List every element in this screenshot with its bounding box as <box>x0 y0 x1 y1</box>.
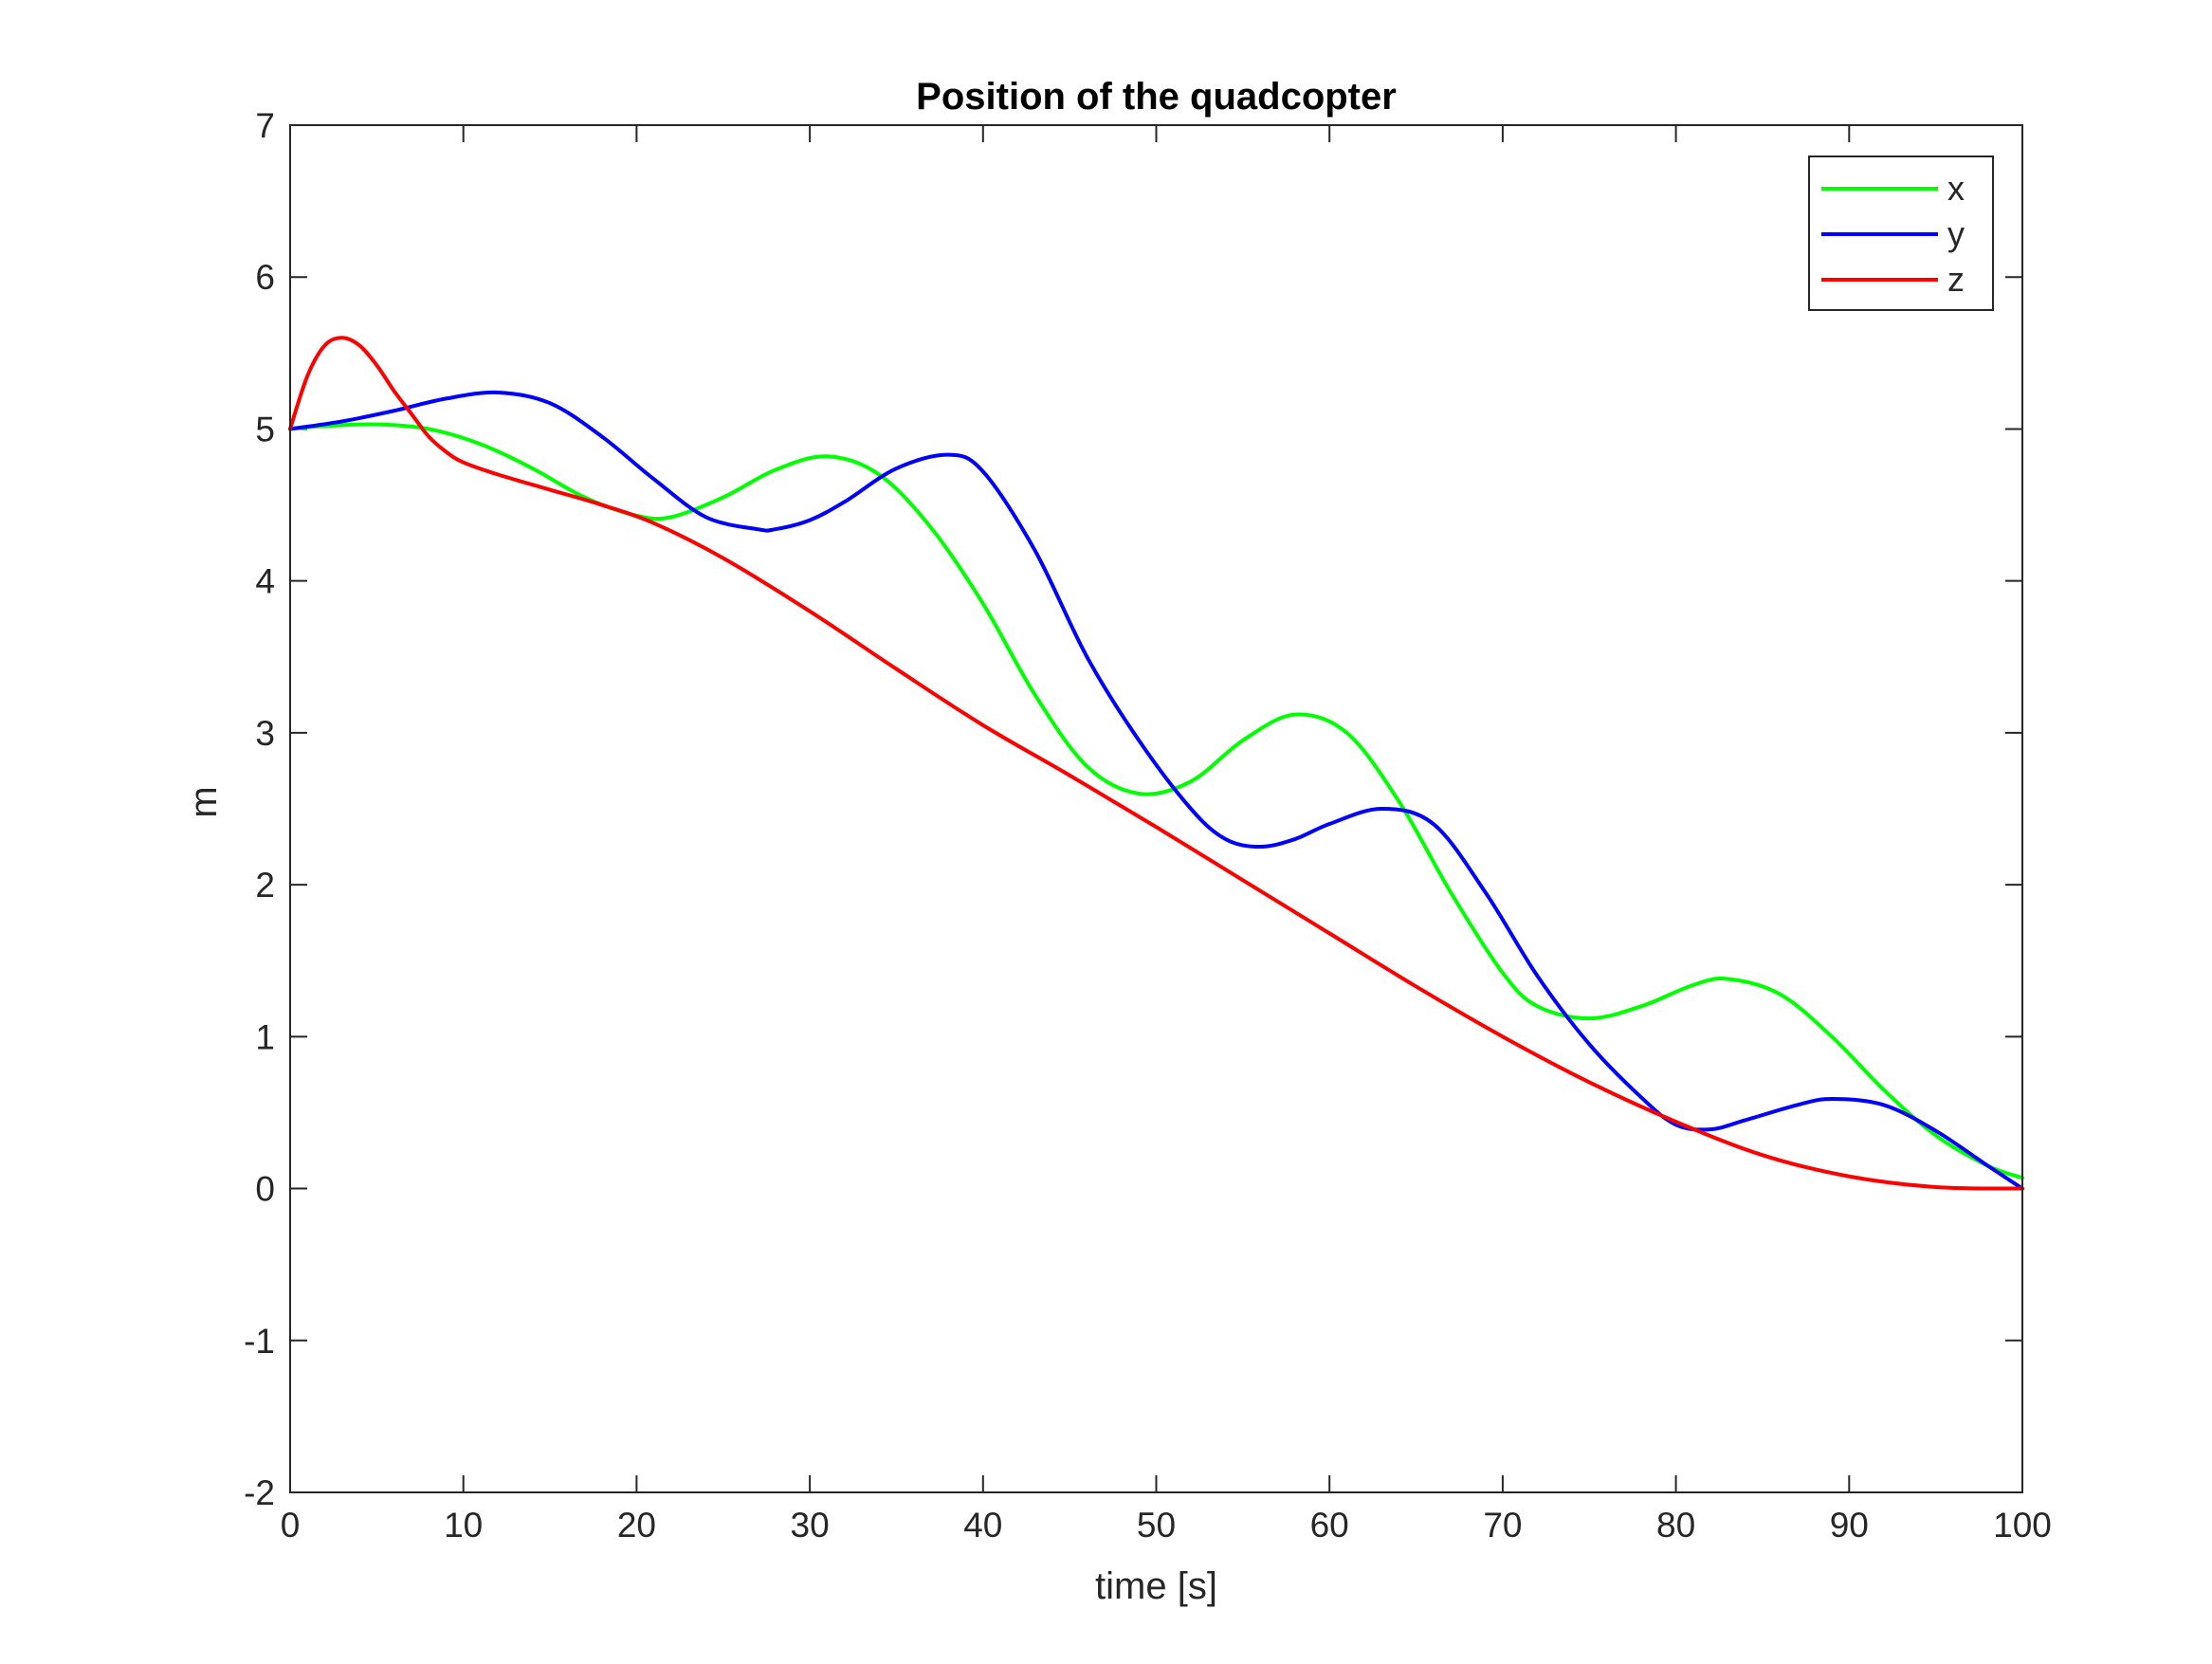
y-tick-label: -2 <box>244 1473 275 1512</box>
y-tick-label: 0 <box>255 1170 275 1209</box>
x-tick-label: 100 <box>1993 1506 2052 1545</box>
x-tick-label: 40 <box>963 1506 1002 1545</box>
legend-label-z: z <box>1947 260 1965 299</box>
y-tick-label: 4 <box>255 562 275 601</box>
series-line-z <box>288 336 2024 1191</box>
legend-label-x: x <box>1947 169 1965 208</box>
y-tick-label: -1 <box>244 1322 275 1361</box>
y-axis-label: m <box>183 786 225 817</box>
tick-labels: 0 10 20 30 40 50 60 70 80 90 100 -2 -1 0 1 2 3 4 5 6 7 <box>244 106 2052 1545</box>
axes-box <box>289 124 2023 1493</box>
series-line-y <box>288 390 2024 1191</box>
x-tick-label: 80 <box>1656 1506 1695 1545</box>
x-tick-label: 70 <box>1483 1506 1522 1545</box>
y-tick-label: 2 <box>255 866 275 905</box>
chart-title: Position of the quadcopter <box>916 76 1397 118</box>
x-tick-label: 10 <box>444 1506 483 1545</box>
x-tick-label: 20 <box>617 1506 656 1545</box>
x-axis-label: time [s] <box>1095 1565 1217 1607</box>
x-tick-label: 90 <box>1830 1506 1869 1545</box>
legend-label-y: y <box>1947 214 1965 253</box>
series-lines <box>288 336 2024 1191</box>
y-tick-label: 6 <box>255 258 275 297</box>
y-tick-label: 3 <box>255 714 275 753</box>
x-tick-label: 50 <box>1137 1506 1176 1545</box>
y-tick-label: 1 <box>255 1017 275 1056</box>
legend: xyz <box>1808 155 1994 311</box>
y-tick-label: 5 <box>255 410 275 448</box>
x-tick-label: 30 <box>791 1506 830 1545</box>
y-tick-label: 7 <box>255 106 275 145</box>
x-tick-label: 0 <box>281 1506 301 1545</box>
x-tick-label: 60 <box>1310 1506 1349 1545</box>
plot-background <box>290 125 2022 1492</box>
